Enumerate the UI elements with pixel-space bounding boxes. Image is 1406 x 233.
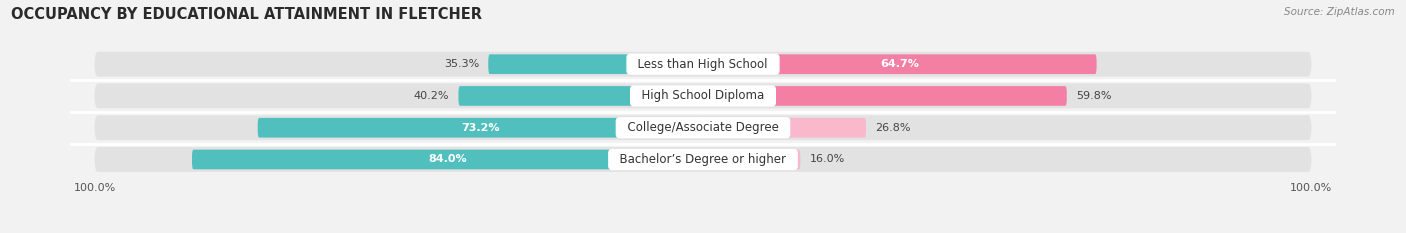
Text: Source: ZipAtlas.com: Source: ZipAtlas.com	[1284, 7, 1395, 17]
Text: 64.7%: 64.7%	[880, 59, 920, 69]
Text: 59.8%: 59.8%	[1076, 91, 1111, 101]
Text: 35.3%: 35.3%	[444, 59, 479, 69]
FancyBboxPatch shape	[703, 150, 800, 169]
FancyBboxPatch shape	[703, 54, 1097, 74]
Text: High School Diploma: High School Diploma	[634, 89, 772, 103]
Text: OCCUPANCY BY EDUCATIONAL ATTAINMENT IN FLETCHER: OCCUPANCY BY EDUCATIONAL ATTAINMENT IN F…	[11, 7, 482, 22]
Text: 40.2%: 40.2%	[413, 91, 450, 101]
Text: College/Associate Degree: College/Associate Degree	[620, 121, 786, 134]
FancyBboxPatch shape	[703, 86, 1067, 106]
FancyBboxPatch shape	[257, 118, 703, 137]
FancyBboxPatch shape	[94, 147, 1312, 172]
Text: 84.0%: 84.0%	[429, 154, 467, 164]
FancyBboxPatch shape	[703, 118, 866, 137]
FancyBboxPatch shape	[458, 86, 703, 106]
Text: 26.8%: 26.8%	[875, 123, 911, 133]
Text: 73.2%: 73.2%	[461, 123, 499, 133]
Text: Bachelor’s Degree or higher: Bachelor’s Degree or higher	[612, 153, 794, 166]
FancyBboxPatch shape	[94, 84, 1312, 108]
FancyBboxPatch shape	[94, 52, 1312, 77]
Text: 16.0%: 16.0%	[810, 154, 845, 164]
Text: Less than High School: Less than High School	[630, 58, 776, 71]
FancyBboxPatch shape	[193, 150, 703, 169]
FancyBboxPatch shape	[94, 115, 1312, 140]
FancyBboxPatch shape	[488, 54, 703, 74]
